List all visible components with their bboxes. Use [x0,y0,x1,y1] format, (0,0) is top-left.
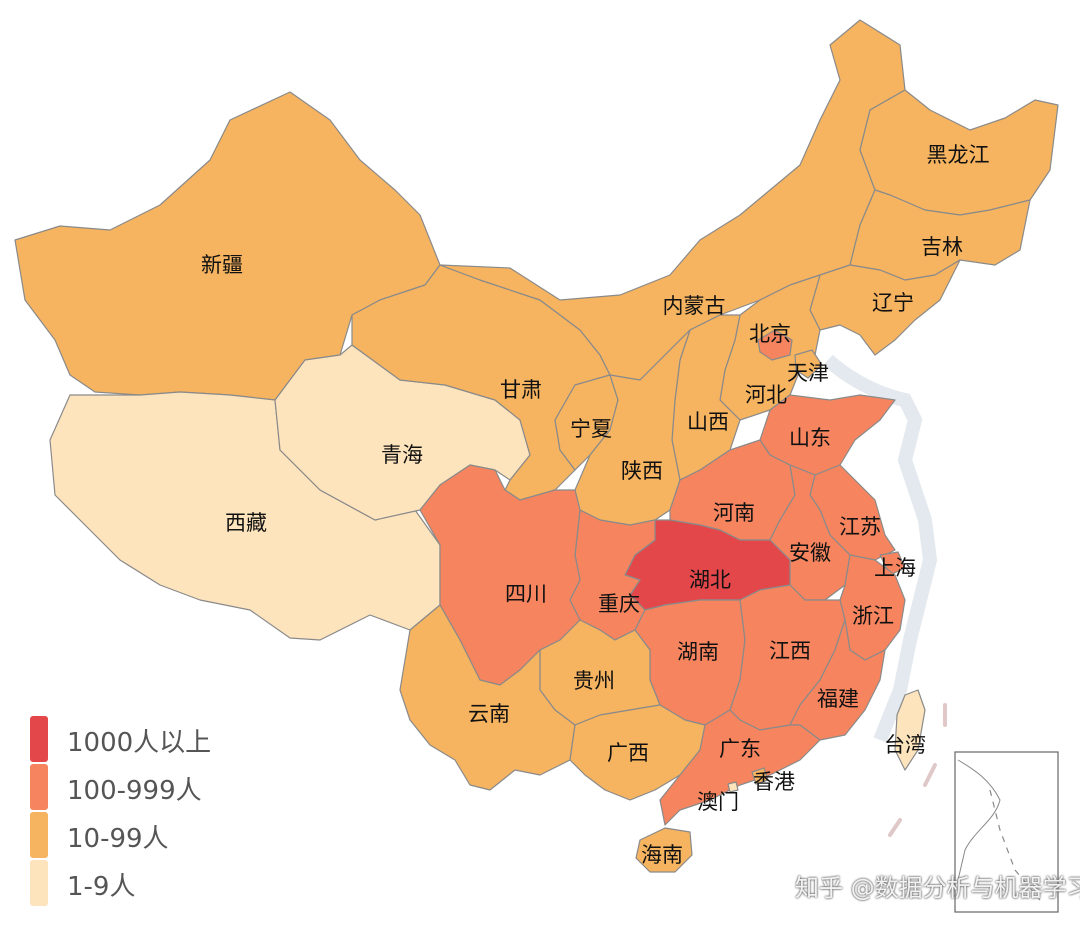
label-beijing: 北京 [749,322,791,346]
label-heilongjiang: 黑龙江 [927,143,990,167]
label-xizang: 西藏 [225,511,267,535]
label-guangxi: 广西 [607,741,649,765]
province-macau[interactable] [727,781,739,793]
inset-coastline [957,759,1001,881]
legend-swatch [30,812,48,858]
label-shanxi: 山西 [687,410,729,434]
label-henan: 河南 [713,501,755,525]
watermark: 知乎 @数据分析与机器学习 [795,874,1080,902]
inset-dash-line [989,789,1041,901]
label-sichuan: 四川 [505,582,547,606]
label-taiwan: 台湾 [884,733,926,757]
legend-label: 1-9人 [67,872,136,902]
label-hunan: 湖南 [677,640,719,664]
label-hebei: 河北 [745,383,787,407]
nine-dash-line [888,703,947,837]
label-shanghai: 上海 [874,556,916,580]
label-hainan: 海南 [641,843,683,867]
label-macau: 澳门 [697,790,739,814]
label-hongkong: 香港 [753,770,795,794]
label-chongqing: 重庆 [598,592,640,616]
label-shandong: 山东 [789,426,831,450]
label-shaanxi: 陕西 [621,459,663,483]
legend-swatch [30,716,48,762]
province-hainan[interactable] [635,827,693,873]
south-china-sea-inset [954,751,1059,913]
label-jiangxi: 江西 [769,639,811,663]
province-taiwan[interactable] [894,689,926,771]
label-hubei: 湖北 [689,568,731,592]
province-shaanxi[interactable] [574,329,691,526]
province-tianjin[interactable] [794,349,823,379]
province-hongkong[interactable] [751,767,769,785]
legend-label: 1000人以上 [67,728,212,758]
label-liaoning: 辽宁 [872,291,914,315]
label-yunnan: 云南 [468,702,510,726]
label-guizhou: 贵州 [573,669,615,693]
legend-label: 10-99人 [67,824,169,854]
label-guangdong: 广东 [719,737,761,761]
legend-swatch [30,860,48,906]
label-zhejiang: 浙江 [852,604,894,628]
province-guangdong[interactable] [659,709,821,826]
label-anhui: 安徽 [789,541,831,565]
label-jilin: 吉林 [921,235,963,259]
coast-water [823,354,938,743]
label-jiangsu: 江苏 [839,515,881,539]
label-neimenggu: 内蒙古 [663,294,726,318]
legend-swatch [30,764,48,810]
province-beijing[interactable] [757,329,793,361]
label-ningxia: 宁夏 [570,417,612,441]
label-xinjiang: 新疆 [201,253,243,277]
label-fujian: 福建 [817,687,859,711]
label-gansu: 甘肃 [500,378,542,402]
label-tianjin: 天津 [787,361,829,385]
label-qinghai: 青海 [381,443,423,467]
province-fujian[interactable] [789,619,886,741]
legend-label: 100-999人 [67,776,202,806]
